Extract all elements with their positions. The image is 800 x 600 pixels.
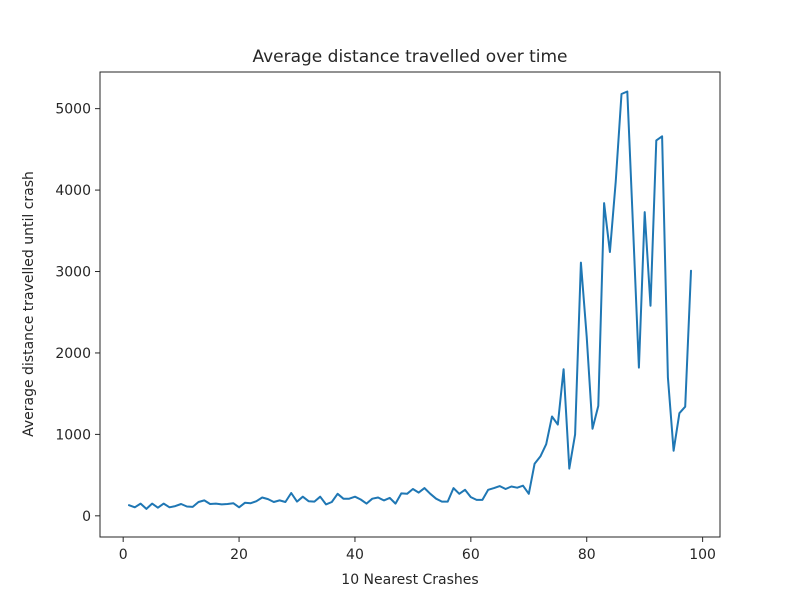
- y-axis-label: Average distance travelled until crash: [21, 171, 37, 437]
- y-tick-label: 0: [82, 509, 91, 525]
- y-tick-label: 4000: [55, 183, 91, 199]
- y-tick-label: 1000: [55, 427, 91, 443]
- y-tick-label: 2000: [55, 346, 91, 362]
- chart-title: Average distance travelled over time: [252, 47, 567, 67]
- x-tick-label: 0: [119, 547, 128, 563]
- x-axis-label: 10 Nearest Crashes: [341, 572, 478, 588]
- y-tick-label: 3000: [55, 265, 91, 281]
- x-axis-ticks: 0 20 40 60 80 100: [119, 537, 716, 563]
- y-tick-label: 5000: [55, 102, 91, 118]
- plot-frame: [99, 71, 721, 538]
- series-line: [128, 90, 692, 510]
- x-tick-label: 20: [230, 547, 248, 563]
- x-tick-label: 100: [689, 547, 716, 563]
- y-axis-ticks: 0 1000 2000 3000 4000 5000: [55, 102, 100, 525]
- x-tick-label: 80: [578, 547, 596, 563]
- x-tick-label: 60: [462, 547, 480, 563]
- x-tick-label: 40: [346, 547, 364, 563]
